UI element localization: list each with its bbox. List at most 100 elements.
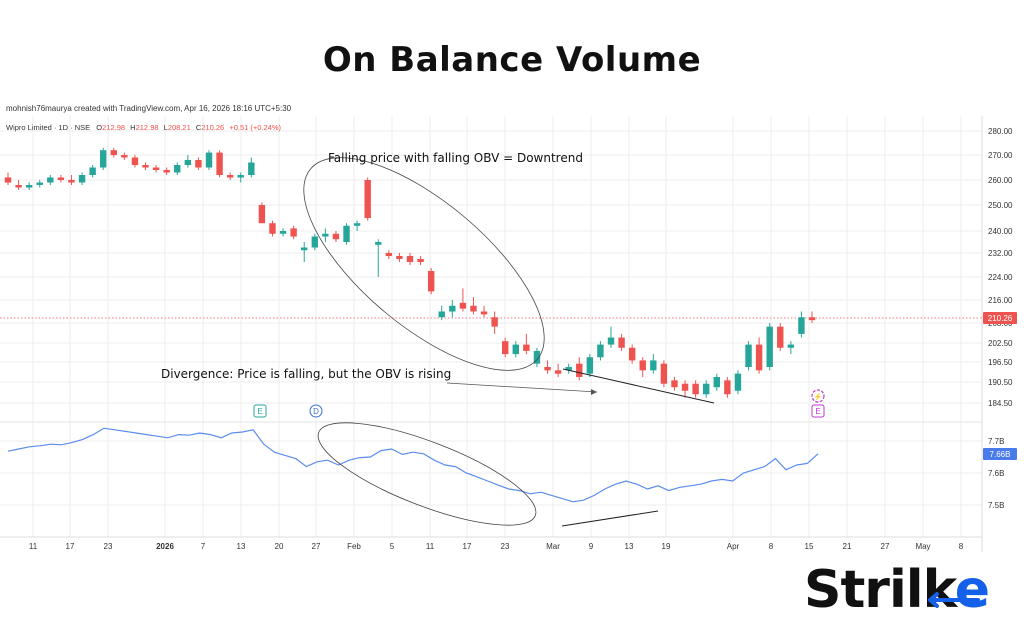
time-tick-label: 27 xyxy=(312,542,321,551)
candle-body xyxy=(618,337,625,348)
candle-body xyxy=(36,182,43,185)
obv-tick-label: 7.5B xyxy=(988,501,1004,510)
time-tick-label: 9 xyxy=(589,542,594,551)
candles xyxy=(4,147,816,398)
change-value: +0.51 (+0.24%) xyxy=(229,123,281,132)
candle xyxy=(25,182,33,190)
candle-body xyxy=(787,344,795,348)
candle xyxy=(660,360,668,388)
candle-body xyxy=(216,152,223,175)
candle-body xyxy=(343,225,350,242)
candle xyxy=(131,155,139,168)
candle-body xyxy=(258,205,266,224)
candle-body xyxy=(226,175,234,178)
time-tick-label: 27 xyxy=(881,542,890,551)
lightning-icon: ⚡ xyxy=(814,392,823,401)
time-tick-label: 19 xyxy=(662,542,671,551)
candle xyxy=(375,239,382,277)
candle-body xyxy=(427,271,435,292)
candle xyxy=(798,311,805,338)
price-tick-label: 196.50 xyxy=(988,358,1013,367)
upcoming-earnings-marker[interactable]: ⚡ E xyxy=(811,389,825,418)
candle-body xyxy=(184,160,192,165)
candle-body xyxy=(713,377,720,388)
obv-tick-label: 7.6B xyxy=(988,469,1004,478)
candle-body xyxy=(692,383,699,395)
candle-body xyxy=(152,167,160,170)
candle xyxy=(311,233,318,251)
last-price-label: 210.26 xyxy=(988,314,1013,323)
candle-body xyxy=(660,363,668,384)
candle-body xyxy=(565,367,572,371)
candle-body xyxy=(4,177,12,183)
obv-higher-lows-trendline xyxy=(561,510,659,527)
time-tick-label: Feb xyxy=(347,542,361,551)
candle-body xyxy=(279,231,287,234)
candle-body xyxy=(808,317,816,321)
event-markers: E D ⚡ E xyxy=(253,389,825,418)
dividend-marker[interactable]: D xyxy=(309,404,323,418)
candle-body xyxy=(163,170,170,173)
candle xyxy=(385,250,393,259)
candle-body xyxy=(576,363,583,377)
candle-body xyxy=(375,242,382,245)
candle-body xyxy=(174,165,181,173)
candle-body xyxy=(798,317,805,334)
high-label: H xyxy=(130,123,135,132)
candle-body xyxy=(290,228,297,237)
obv-tick-label: 7.7B xyxy=(988,437,1004,446)
candle-body xyxy=(512,344,519,355)
candle-body xyxy=(269,223,276,234)
logo-main-text: Stril xyxy=(804,560,924,620)
candle-body xyxy=(554,370,562,374)
candle-body xyxy=(607,337,615,345)
candle xyxy=(597,341,604,361)
candle-body xyxy=(777,326,784,348)
candle xyxy=(787,341,795,355)
candle-body xyxy=(15,185,22,188)
candle xyxy=(470,297,477,315)
divergence-arrowhead xyxy=(591,389,597,395)
candle-body xyxy=(311,236,318,248)
candle xyxy=(163,167,170,175)
price-tick-label: 202.50 xyxy=(988,339,1013,348)
time-tick-label: 8 xyxy=(959,542,964,551)
low-value: 208.21 xyxy=(168,123,191,132)
candle-body xyxy=(459,302,467,309)
candle-body xyxy=(745,344,752,367)
candle xyxy=(258,202,266,224)
candle-body xyxy=(480,311,488,315)
time-tick-label: 11 xyxy=(426,542,435,551)
candle xyxy=(480,305,488,318)
time-tick-label: 13 xyxy=(625,542,634,551)
candle xyxy=(36,180,43,188)
logo-k: k xyxy=(922,560,956,620)
price-downtrend-ellipse xyxy=(303,157,545,371)
candle-body xyxy=(301,247,308,251)
candle xyxy=(142,162,149,170)
price-tick-label: 216.00 xyxy=(988,296,1013,305)
obv-last-label: 7.66B xyxy=(990,450,1011,459)
candle xyxy=(353,220,361,231)
candle xyxy=(554,363,562,377)
chart-grid xyxy=(0,116,982,537)
price-tick-label: 190.50 xyxy=(988,378,1013,387)
candle xyxy=(639,357,646,377)
candle-body xyxy=(195,160,202,168)
candle-body xyxy=(544,367,551,371)
time-tick-label: 21 xyxy=(843,542,852,551)
candle-body xyxy=(671,380,678,388)
candle-body xyxy=(248,162,255,175)
analysis-drawings xyxy=(303,157,715,527)
earnings-marker[interactable]: E xyxy=(253,404,267,418)
candle xyxy=(332,231,340,242)
candle xyxy=(4,172,12,185)
divergence-arrow xyxy=(446,382,598,393)
time-axis-ticks: 11 17 23 2026 7 13 20 27 Feb 5 11 17 23 Mar 9 13 19 Apr 8 1… xyxy=(29,542,964,551)
time-tick-label: 15 xyxy=(805,542,814,551)
candle-body xyxy=(533,350,541,364)
candle xyxy=(195,157,202,170)
candle-body xyxy=(406,256,414,262)
candle-body xyxy=(68,180,75,183)
candle xyxy=(205,150,213,170)
